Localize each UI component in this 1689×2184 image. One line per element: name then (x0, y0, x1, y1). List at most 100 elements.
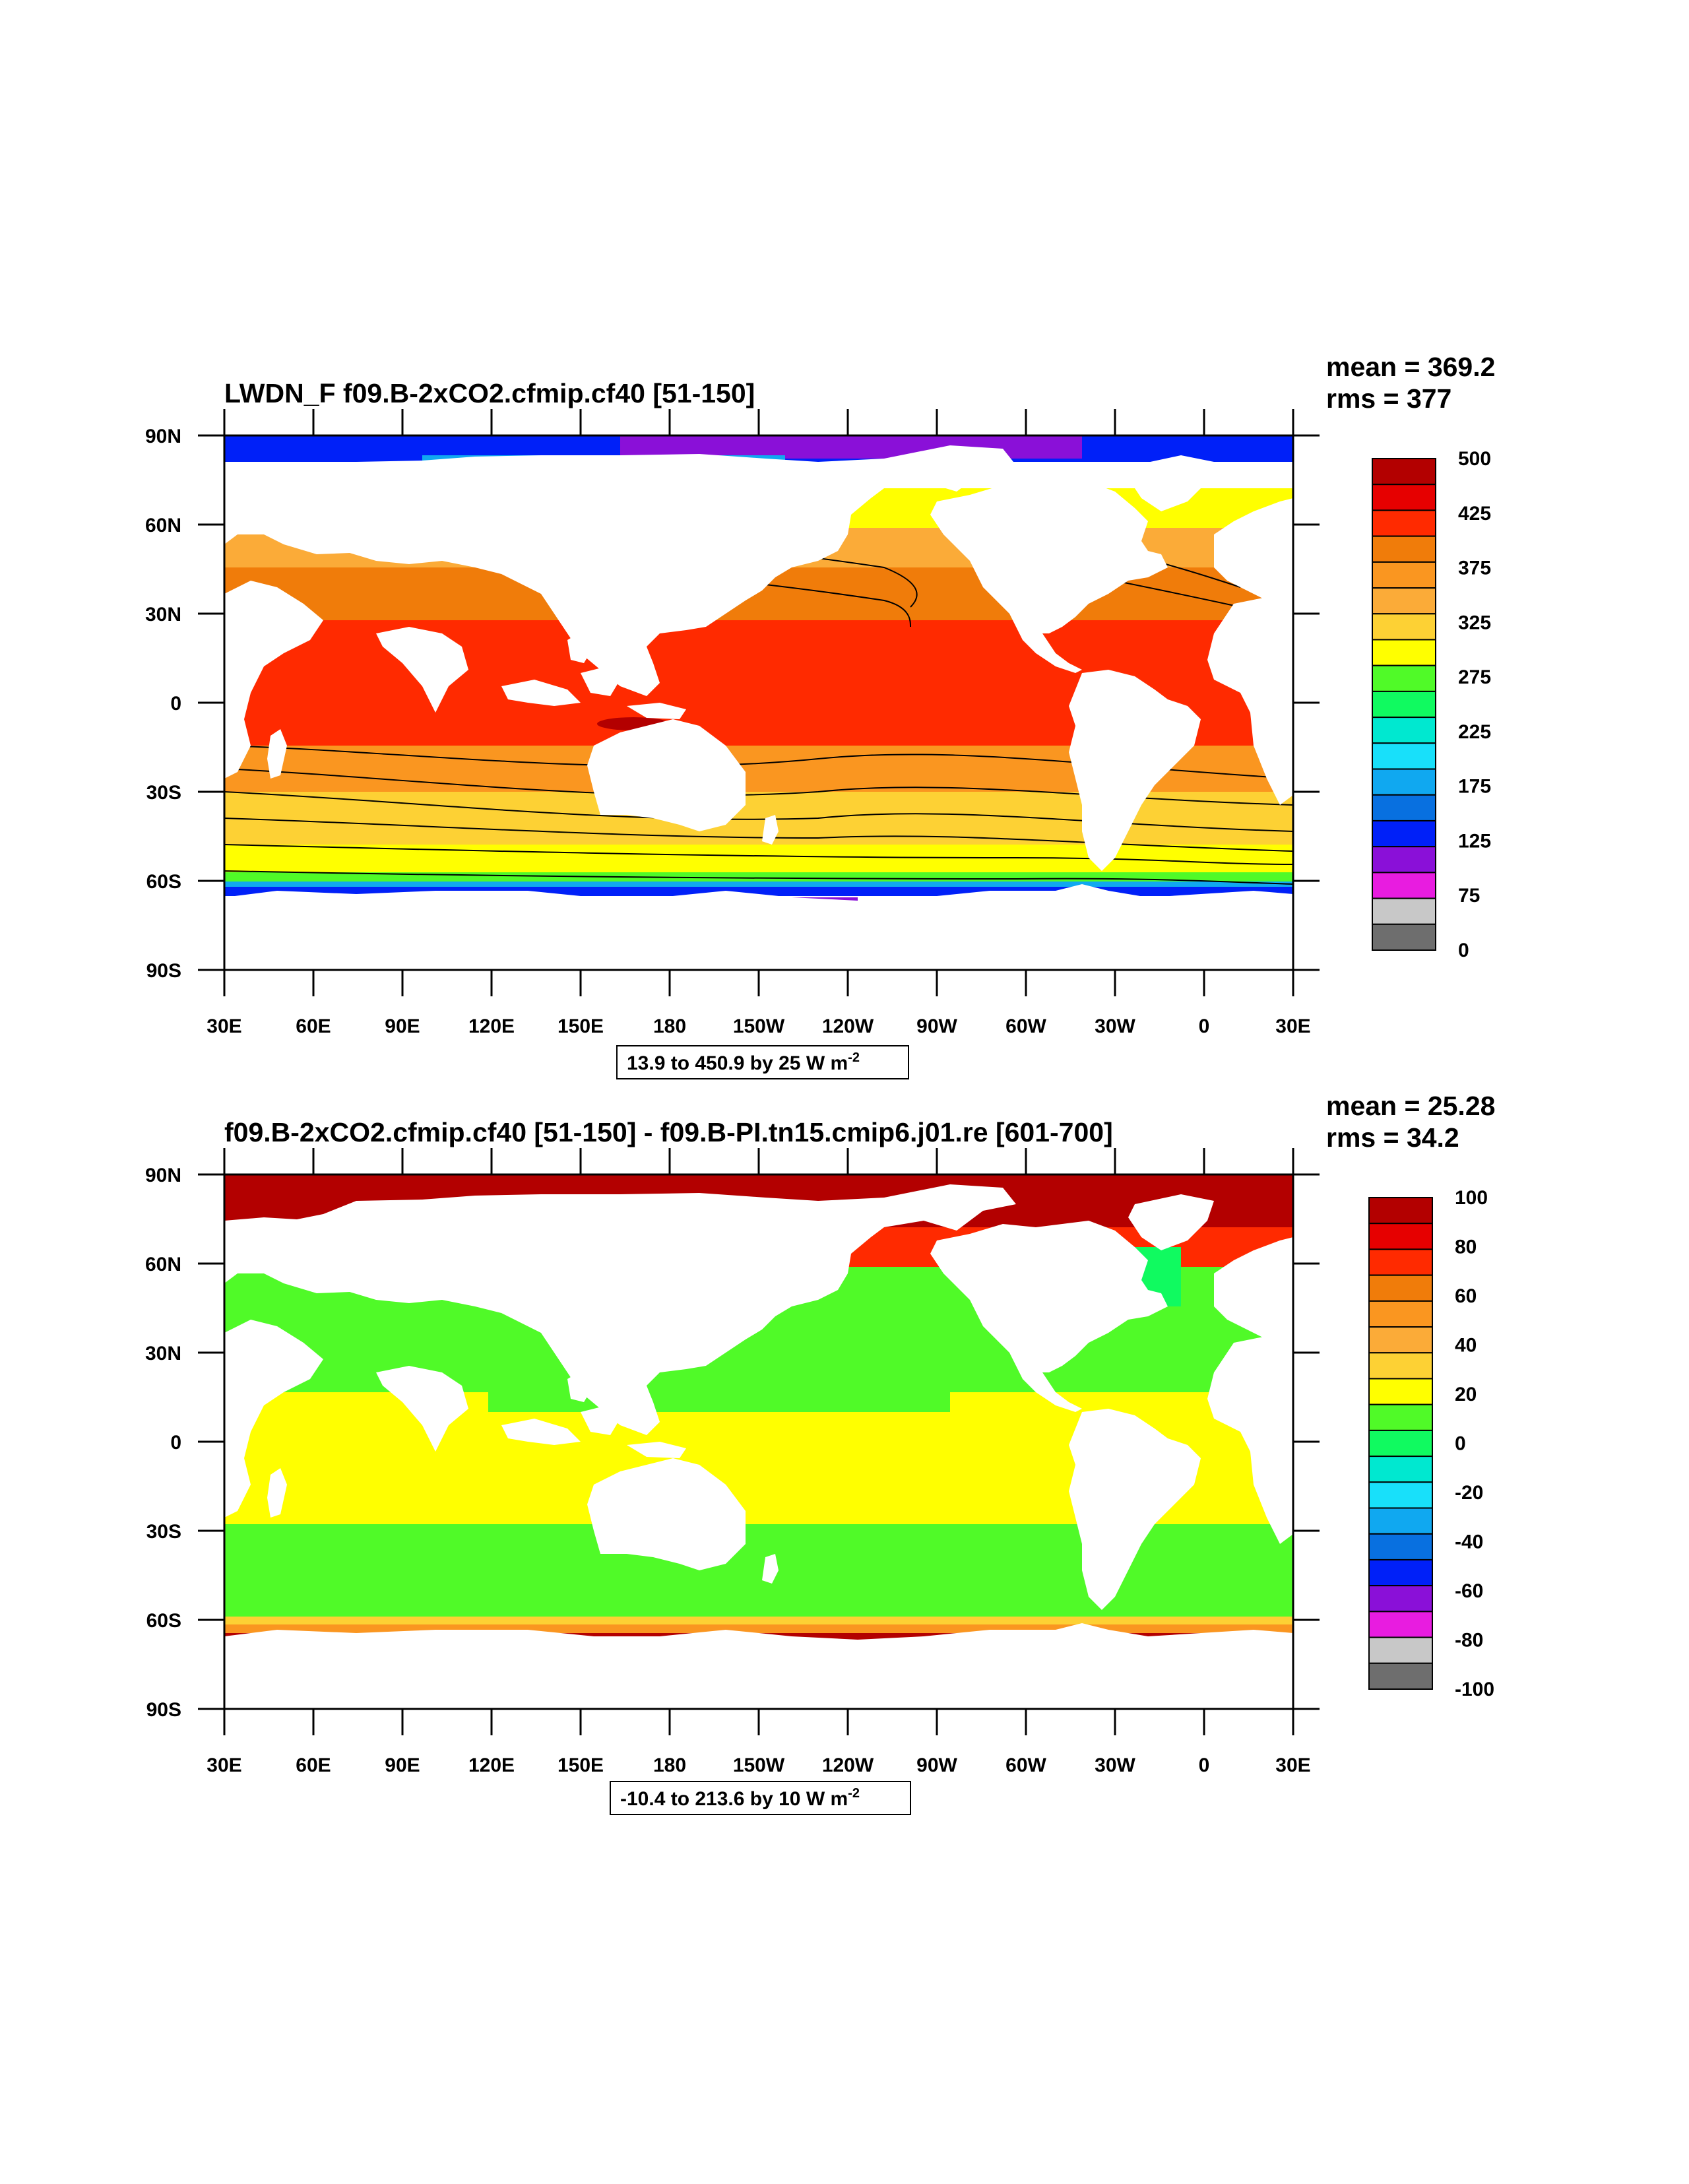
panel2-title: f09.B-2xCO2.cfmip.cf40 [51-150] - f09.B-… (224, 1117, 1113, 1147)
panel2-mean: mean = 25.28 (1326, 1091, 1495, 1121)
colorbar-swatch (1368, 1326, 1433, 1354)
colorbar-label: 500 (1458, 448, 1491, 470)
svg-text:30W: 30W (1095, 1754, 1135, 1776)
svg-text:90N: 90N (145, 1165, 181, 1186)
axes-panel-2: 90N 60N 30N 0 30S 60S 90S 30E 60E 90E 12… (145, 1148, 1320, 1776)
colorbar-label: 175 (1458, 776, 1491, 798)
colorbar-label: -60 (1455, 1580, 1483, 1602)
colorbar-swatch (1368, 1248, 1433, 1276)
info-box-2: -10.4 to 213.6 by 10 W m-2 (610, 1781, 911, 1815)
colorbar-1: 500 425 375 325 275 225 175 125 75 0 (1372, 448, 1491, 961)
map-panel-2 (223, 1173, 1294, 1710)
colorbar-2: 100 80 60 40 20 0 -20 -40 -60 -80 -100 (1368, 1187, 1494, 1700)
svg-text:90W: 90W (916, 1754, 957, 1776)
panel1-mean: mean = 369.2 (1326, 352, 1495, 382)
svg-text:120W: 120W (822, 1754, 874, 1776)
svg-text:60E: 60E (296, 1754, 331, 1776)
svg-text:150E: 150E (558, 1754, 604, 1776)
colorbar-swatch (1372, 664, 1436, 692)
svg-text:180: 180 (653, 1015, 686, 1037)
colorbar-label: 60 (1455, 1285, 1477, 1307)
panel2-rms: rms = 34.2 (1326, 1122, 1459, 1153)
colorbar-label: 125 (1458, 830, 1491, 852)
colorbar-swatch (1372, 690, 1436, 719)
colorbar-swatch (1368, 1300, 1433, 1328)
colorbar-label: 75 (1458, 885, 1480, 907)
svg-text:90S: 90S (146, 1699, 181, 1721)
colorbar-label: -100 (1455, 1679, 1494, 1700)
colorbar-swatch (1368, 1558, 1433, 1587)
colorbar-swatch (1372, 742, 1436, 770)
colorbar-label: -40 (1455, 1531, 1483, 1553)
svg-text:0: 0 (170, 693, 181, 715)
colorbar-swatch (1368, 1429, 1433, 1458)
panel1-rms: rms = 377 (1326, 383, 1451, 414)
svg-text:90N: 90N (145, 426, 181, 447)
svg-text:30N: 30N (145, 604, 181, 626)
colorbar-swatch (1372, 923, 1436, 951)
colorbar-swatch (1368, 1274, 1433, 1302)
colorbar-swatch (1368, 1662, 1433, 1690)
colorbar-swatch (1372, 458, 1436, 486)
colorbar-swatch (1372, 872, 1436, 899)
svg-text:30E: 30E (1275, 1015, 1310, 1037)
svg-text:30W: 30W (1095, 1015, 1135, 1037)
svg-text:30S: 30S (146, 1521, 181, 1543)
svg-text:60N: 60N (145, 515, 181, 536)
svg-text:-10.4 to 213.6 by 10 W m-2: -10.4 to 213.6 by 10 W m-2 (620, 1786, 860, 1810)
colorbar-swatch (1372, 768, 1436, 796)
svg-text:60W: 60W (1005, 1015, 1046, 1037)
colorbar-label: 325 (1458, 612, 1491, 633)
svg-text:30E: 30E (1275, 1754, 1310, 1776)
diff-band-south-yellow (224, 1617, 1293, 1626)
svg-text:90E: 90E (385, 1754, 420, 1776)
colorbar-swatch (1372, 794, 1436, 821)
colorbar-swatch (1372, 484, 1436, 511)
colorbar-label: 20 (1455, 1384, 1477, 1405)
svg-text:0: 0 (1199, 1015, 1210, 1037)
svg-text:30S: 30S (146, 782, 181, 804)
svg-text:90E: 90E (385, 1015, 420, 1037)
colorbar-label: 225 (1458, 721, 1491, 743)
colorbar-label: -80 (1455, 1630, 1483, 1652)
colorbar-swatch (1368, 1481, 1433, 1509)
svg-text:30N: 30N (145, 1343, 181, 1365)
colorbar-swatch (1368, 1223, 1433, 1250)
svg-text:60S: 60S (146, 871, 181, 893)
svg-text:60E: 60E (296, 1015, 331, 1037)
colorbar-swatch (1368, 1378, 1433, 1405)
colorbar-label: 0 (1455, 1433, 1466, 1455)
svg-text:120E: 120E (468, 1754, 515, 1776)
svg-text:30E: 30E (207, 1015, 241, 1037)
svg-text:150E: 150E (558, 1015, 604, 1037)
svg-text:0: 0 (1199, 1754, 1210, 1776)
svg-text:150W: 150W (733, 1754, 785, 1776)
colorbar-swatch (1368, 1636, 1433, 1664)
colorbar-swatch (1368, 1611, 1433, 1638)
colorbar-swatch (1372, 717, 1436, 744)
axes-panel-1: 90N 60N 30N 0 30S 60S 90S 30E 60E 90E 12… (145, 409, 1320, 1037)
colorbar-swatch (1368, 1456, 1433, 1483)
colorbar-swatch (1368, 1197, 1433, 1225)
svg-text:120E: 120E (468, 1015, 515, 1037)
colorbar-label: 100 (1455, 1187, 1488, 1209)
colorbar-swatch (1372, 535, 1436, 563)
colorbar-label: 80 (1455, 1237, 1477, 1258)
diff-band-equator-green (488, 1372, 950, 1412)
map-panel-1 (223, 434, 1294, 971)
colorbar-swatch (1372, 846, 1436, 874)
svg-text:60W: 60W (1005, 1754, 1046, 1776)
colorbar-label: 0 (1458, 940, 1469, 961)
svg-text:90S: 90S (146, 960, 181, 982)
colorbar-label: 375 (1458, 558, 1491, 579)
colorbar-label: 275 (1458, 666, 1491, 688)
svg-text:0: 0 (170, 1432, 181, 1454)
colorbar-swatch (1372, 639, 1436, 666)
colorbar-swatch (1372, 509, 1436, 537)
info-box-1: 13.9 to 450.9 by 25 W m-2 (616, 1045, 909, 1079)
svg-text:30E: 30E (207, 1754, 241, 1776)
panel1-title: LWDN_F f09.B-2xCO2.cfmip.cf40 [51-150] (224, 378, 755, 408)
svg-text:13.9 to 450.9 by 25 W m-2: 13.9 to 450.9 by 25 W m-2 (627, 1050, 860, 1074)
colorbar-swatch (1372, 613, 1436, 641)
svg-text:180: 180 (653, 1754, 686, 1776)
